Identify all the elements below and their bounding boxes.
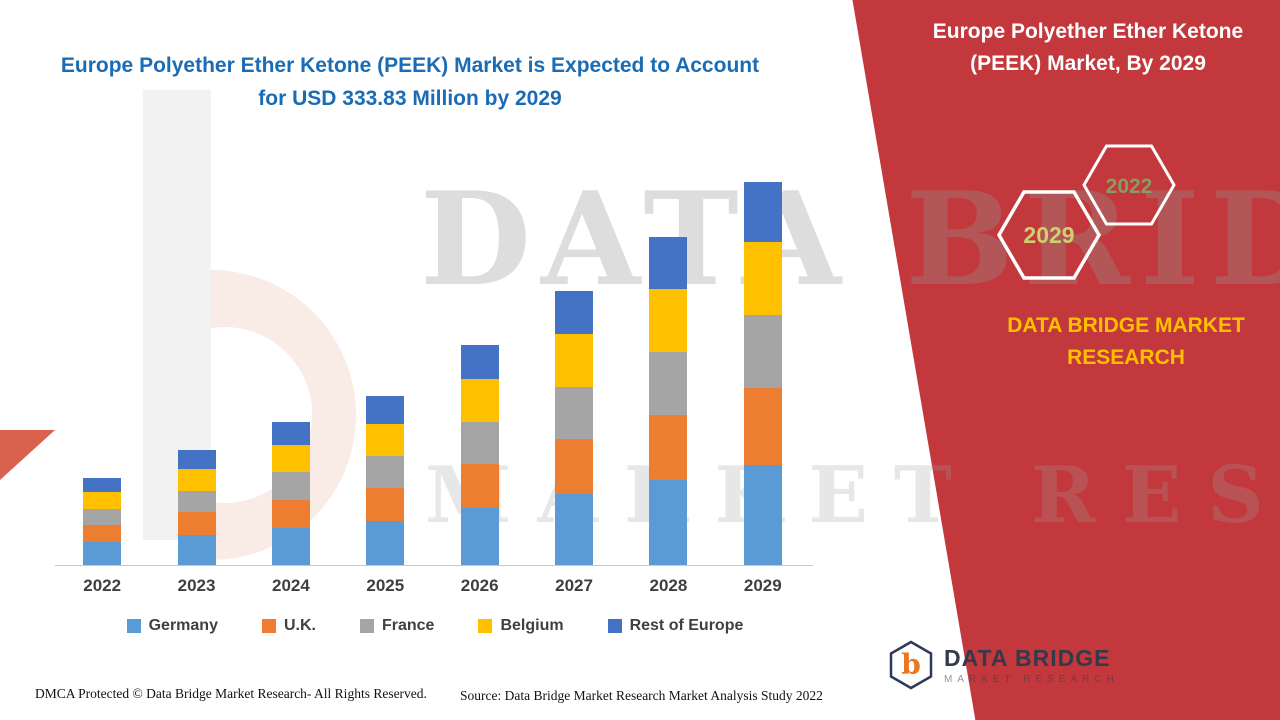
- legend-swatch-u-k: [261, 619, 276, 633]
- bar-2023: [177, 165, 216, 565]
- x-axis-labels: 2022 2023 2024 2025 2026 2027 2028 2029: [55, 576, 810, 596]
- legend-item-germany: Germany: [126, 617, 218, 635]
- bar-segment-rest-of-europe-2029: [743, 182, 782, 242]
- legend-label-france: France: [381, 617, 435, 634]
- bar-segment-belgium-2027: [555, 334, 594, 388]
- dmca-notice: DMCA Protected © Data Bridge Market Rese…: [35, 686, 427, 701]
- legend-label-belgium: Belgium: [500, 617, 564, 634]
- bar-segment-france-2025: [366, 456, 405, 489]
- bar-segment-rest-of-europe-2027: [555, 290, 594, 335]
- bar-2028: [649, 165, 688, 565]
- legend-item-u-k: U.K.: [261, 617, 316, 635]
- source-notice: Source: Data Bridge Market Research Mark…: [460, 688, 823, 703]
- background-brand-logo: [143, 90, 356, 560]
- bar-segment-germany-2026: [460, 507, 499, 565]
- x-label-2026: 2026: [460, 576, 499, 595]
- bar-segment-u-k-2029: [743, 388, 782, 466]
- x-label-2027: 2027: [555, 576, 593, 595]
- bar-segment-u-k-2023: [177, 512, 216, 536]
- bar-segment-germany-2025: [366, 521, 405, 565]
- footer-logo-subtitle: MARKET RESEARCH: [944, 674, 1119, 685]
- x-label-2025: 2025: [366, 576, 405, 595]
- bar-segment-germany-2029: [743, 465, 782, 565]
- footer-logo-title: DATA BRIDGE: [944, 645, 1111, 671]
- x-label-2022: 2022: [83, 576, 122, 595]
- bar-segment-germany-2024: [271, 528, 310, 565]
- legend-swatch-france: [359, 619, 374, 633]
- bar-segment-germany-2027: [555, 493, 594, 565]
- bar-segment-belgium-2023: [177, 468, 216, 491]
- legend-swatch-germany: [126, 619, 141, 633]
- bar-segment-belgium-2025: [366, 423, 405, 457]
- bars: [55, 165, 810, 565]
- brand-name-gold: DATA BRIDGE MARKET RESEARCH: [1007, 314, 1245, 369]
- footer-logo-text: DATA BRIDGE MARKET RESEARCH: [944, 645, 1119, 685]
- bar-segment-germany-2022: [83, 542, 122, 565]
- x-label-2029: 2029: [743, 576, 782, 595]
- bar-2022: [83, 165, 122, 565]
- bar-segment-u-k-2028: [649, 414, 688, 481]
- bar-segment-france-2026: [460, 421, 499, 465]
- bar-2026: [460, 165, 499, 565]
- bar-segment-france-2027: [555, 387, 594, 439]
- bar-segment-france-2028: [649, 351, 688, 415]
- legend-item-belgium: Belgium: [478, 617, 564, 635]
- bar-segment-belgium-2028: [649, 288, 688, 352]
- side-panel-title: Europe Polyether Ether Ketone (PEEK) Mar…: [932, 20, 1244, 75]
- bar-segment-germany-2028: [649, 480, 688, 565]
- legend-item-france: France: [359, 617, 435, 635]
- x-label-2028: 2028: [649, 576, 688, 595]
- bar-segment-rest-of-europe-2023: [177, 450, 216, 469]
- hexagon-years-graphic: 2022 2029: [996, 144, 1176, 280]
- bar-segment-germany-2023: [177, 535, 216, 565]
- x-label-2023: 2023: [177, 576, 216, 595]
- hexagon-2022-outline: [1082, 144, 1176, 226]
- bar-segment-u-k-2022: [83, 524, 122, 543]
- bar-2024: [271, 165, 310, 565]
- bar-segment-rest-of-europe-2022: [83, 477, 122, 492]
- bar-segment-belgium-2022: [83, 491, 122, 509]
- logo-letter-b: b: [901, 648, 921, 681]
- bar-segment-france-2029: [743, 314, 782, 389]
- hexagon-2029-label: 2029: [1023, 222, 1074, 248]
- bar-segment-belgium-2029: [743, 241, 782, 315]
- hexagon-2029-outline: [996, 190, 1102, 280]
- bar-2029: [743, 165, 782, 565]
- legend-label-rest-of-europe: Rest of Europe: [629, 617, 744, 634]
- bar-segment-u-k-2027: [555, 438, 594, 494]
- legend-swatch-belgium: [478, 619, 493, 633]
- x-label-2024: 2024: [272, 576, 310, 595]
- footer-logo: b DATA BRIDGE MARKET RESEARCH: [888, 640, 1119, 690]
- legend-item-rest-of-europe: Rest of Europe: [607, 617, 744, 635]
- bar-segment-france-2024: [271, 472, 310, 500]
- bar-segment-rest-of-europe-2025: [366, 396, 405, 424]
- bg-logo-bowl: [211, 270, 356, 560]
- bar-segment-u-k-2026: [460, 464, 499, 508]
- bar-segment-belgium-2024: [271, 444, 310, 473]
- bar-segment-france-2023: [177, 490, 216, 513]
- x-axis-line: [55, 565, 813, 566]
- footer-logo-icon: b: [889, 640, 933, 690]
- bg-logo-stem: [143, 90, 211, 540]
- legend-label-u-k: U.K.: [283, 617, 316, 634]
- hexagon-2022-label: 2022: [1106, 175, 1153, 198]
- red-accent-shape: [0, 430, 55, 480]
- bar-segment-rest-of-europe-2028: [649, 236, 688, 289]
- logo-hexagon: [889, 640, 933, 690]
- legend: Germany U.K. France Belgium Rest of Europe: [45, 617, 825, 635]
- bar-segment-belgium-2026: [460, 379, 499, 422]
- page-title: Europe Polyether Ether Ketone (PEEK) Mar…: [60, 54, 760, 110]
- bar-segment-rest-of-europe-2026: [460, 344, 499, 380]
- bar-segment-rest-of-europe-2024: [271, 421, 310, 445]
- bar-2025: [366, 165, 405, 565]
- bar-segment-u-k-2024: [271, 499, 310, 529]
- legend-label-germany: Germany: [148, 617, 218, 634]
- legend-swatch-rest-of-europe: [607, 619, 622, 633]
- bar-segment-u-k-2025: [366, 488, 405, 522]
- bar-2027: [555, 165, 594, 565]
- bar-segment-france-2022: [83, 508, 122, 525]
